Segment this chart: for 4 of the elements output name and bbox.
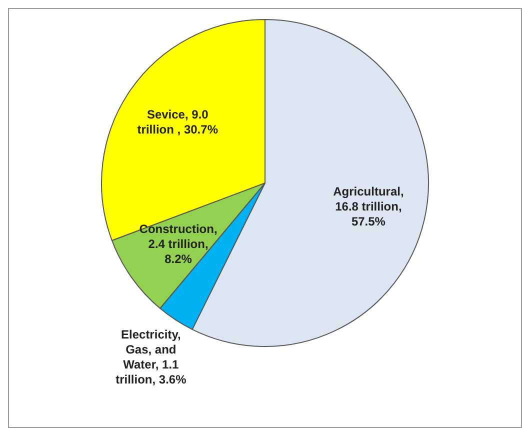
slice-label: Agricultural, 16.8 trillion, 57.5%: [333, 184, 404, 229]
slice-label: Sevice, 9.0 trillion , 30.7%: [137, 107, 218, 136]
slice-label: Construction, 2.4 trillion, 8.2%: [139, 222, 218, 266]
slice-label: Electricity, Gas, and Water, 1.1 trillion, 3.6%: [116, 327, 187, 386]
